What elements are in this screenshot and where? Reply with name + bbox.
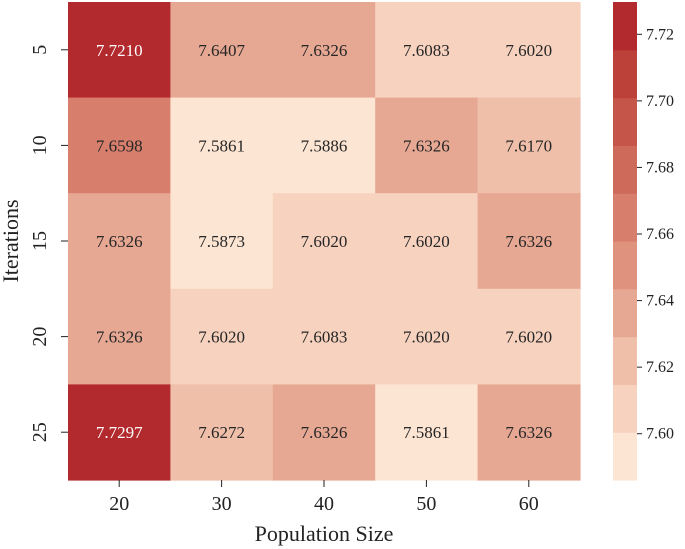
cell-value-label: 7.6326 <box>505 232 552 251</box>
cell-value-label: 7.5861 <box>198 136 245 155</box>
heatmap-cell <box>68 384 171 481</box>
cell-value-label: 7.6020 <box>198 328 245 347</box>
colorbar-segment <box>613 2 637 51</box>
y-axis-ticks: 5 10 15 20 25 <box>29 45 68 442</box>
heatmap-cell <box>477 193 581 290</box>
x-tick-label: 50 <box>416 493 436 515</box>
y-tick-label: 15 <box>29 231 51 251</box>
colorbar-segment <box>613 241 637 290</box>
cell-value-label: 7.6326 <box>403 136 450 155</box>
heatmap-cell <box>477 288 581 385</box>
colorbar-segment <box>613 384 637 433</box>
heatmap-cell <box>477 97 581 194</box>
heatmap-cell <box>170 384 274 481</box>
cell-value-label: 7.6020 <box>505 328 552 347</box>
colorbar-segment <box>613 193 637 242</box>
colorbar-segment <box>613 432 637 481</box>
heatmap-cell <box>68 2 171 99</box>
heatmap-cell <box>68 288 171 385</box>
heatmap-cell <box>375 193 479 290</box>
heatmap-cell <box>170 193 274 290</box>
cell-value-label: 7.6326 <box>301 41 348 60</box>
x-axis-label: Population Size <box>255 521 394 546</box>
cell-value-label: 7.5861 <box>403 423 450 442</box>
heatmap-cell <box>375 384 479 481</box>
heatmap-cell <box>170 2 274 99</box>
y-tick-label: 20 <box>29 327 51 347</box>
cell-value-label: 7.6083 <box>403 41 450 60</box>
heatmap-cell <box>272 97 376 194</box>
heatmap-cell <box>477 384 581 481</box>
heatmap-cell <box>272 288 376 385</box>
heatmap-cell <box>170 97 274 194</box>
cell-value-label: 7.6272 <box>198 423 245 442</box>
cell-value-label: 7.6326 <box>505 423 552 442</box>
heatmap-cell <box>272 193 376 290</box>
x-tick-label: 30 <box>212 493 232 515</box>
heatmap-cell <box>272 2 376 99</box>
colorbar-segment <box>613 145 637 194</box>
cell-value-label: 7.5873 <box>198 232 245 251</box>
colorbar-tick-label: 7.66 <box>646 226 674 243</box>
colorbar-tick-label: 7.64 <box>646 293 674 310</box>
colorbar-segment <box>613 49 637 99</box>
cell-value-label: 7.6326 <box>301 423 348 442</box>
colorbar-tick-label: 7.70 <box>646 93 674 110</box>
heatmap-cell <box>170 288 274 385</box>
cell-value-label: 7.5886 <box>301 136 348 155</box>
cell-value-label: 7.6083 <box>301 328 348 347</box>
colorbar-segment <box>613 97 637 146</box>
heatmap-cell <box>477 2 581 99</box>
y-tick-label: 25 <box>29 422 51 442</box>
colorbar-tick-label: 7.72 <box>646 26 674 43</box>
cell-value-label: 7.6020 <box>505 41 552 60</box>
x-axis-ticks: 20 30 40 50 60 <box>109 480 539 515</box>
x-tick-label: 20 <box>109 493 129 515</box>
y-tick-label: 10 <box>29 135 51 155</box>
cell-value-label: 7.6020 <box>301 232 348 251</box>
heatmap-cell <box>68 193 171 290</box>
cell-value-label: 7.6020 <box>403 232 450 251</box>
x-tick-label: 60 <box>519 493 539 515</box>
colorbar-tick-label: 7.62 <box>646 359 674 376</box>
cell-value-label: 7.6170 <box>505 136 552 155</box>
heatmap-cell <box>375 2 479 99</box>
cell-value-label: 7.6407 <box>198 41 245 60</box>
cell-value-label: 7.6598 <box>96 136 143 155</box>
colorbar-tick-label: 7.68 <box>646 159 674 176</box>
cell-value-label: 7.7297 <box>96 423 143 442</box>
heatmap-cell <box>272 384 376 481</box>
x-tick-label: 40 <box>314 493 334 515</box>
y-axis-label: Iterations <box>0 199 23 282</box>
colorbar: 7.60 7.62 7.64 7.66 7.68 7.70 7.72 <box>613 2 674 481</box>
y-tick-label: 5 <box>29 45 51 55</box>
heatmap-cell <box>375 288 479 385</box>
colorbar-segment <box>613 288 637 338</box>
cell-value-label: 7.6326 <box>96 232 143 251</box>
heatmap-cells: 7.7210 7.6407 7.6326 7.6083 7.6020 7.6598 7.58… <box>68 2 581 481</box>
colorbar-tick-label: 7.60 <box>646 426 674 443</box>
cell-value-label: 7.6020 <box>403 328 450 347</box>
heatmap-cell <box>375 97 479 194</box>
cell-value-label: 7.7210 <box>96 41 143 60</box>
cell-value-label: 7.6326 <box>96 328 143 347</box>
colorbar-segment <box>613 336 637 385</box>
heatmap-cell <box>68 97 171 194</box>
